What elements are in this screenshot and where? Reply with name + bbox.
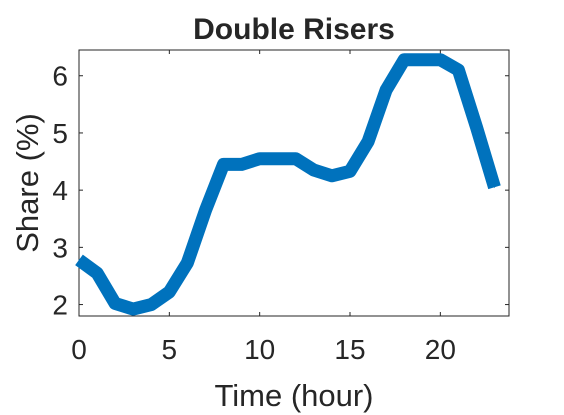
data-point bbox=[186, 262, 188, 264]
x-tick-label: 0 bbox=[71, 334, 87, 365]
data-point bbox=[132, 308, 134, 310]
data-point bbox=[150, 304, 152, 306]
x-axis-label: Time (hour) bbox=[214, 378, 373, 413]
y-tick-labels: 2 3 4 5 6 bbox=[52, 61, 68, 321]
data-point bbox=[277, 158, 279, 160]
data-point bbox=[168, 291, 170, 293]
data-point bbox=[223, 163, 225, 165]
y-axis-label: Share (%) bbox=[10, 113, 45, 253]
data-point bbox=[96, 272, 98, 274]
y-tick-label: 3 bbox=[52, 232, 68, 263]
data-point bbox=[403, 59, 405, 61]
x-tick-label: 10 bbox=[244, 334, 275, 365]
chart-title: Double Risers bbox=[193, 13, 395, 46]
y-tick-label: 4 bbox=[52, 175, 68, 206]
data-point bbox=[78, 259, 80, 261]
x-tick-label: 15 bbox=[334, 334, 365, 365]
data-point bbox=[385, 89, 387, 91]
data-point bbox=[114, 302, 116, 304]
data-point bbox=[313, 169, 315, 171]
x-tick-labels: 0 5 10 15 20 bbox=[71, 334, 456, 365]
data-point bbox=[457, 69, 459, 71]
y-tick-label: 6 bbox=[52, 61, 68, 92]
data-point bbox=[331, 175, 333, 177]
data-point bbox=[349, 170, 351, 172]
data-point bbox=[204, 209, 206, 211]
data-point bbox=[475, 126, 477, 128]
data-point bbox=[421, 59, 423, 61]
x-tick-label: 5 bbox=[162, 334, 178, 365]
y-tick-label: 5 bbox=[52, 118, 68, 149]
plot-area-frame bbox=[78, 49, 510, 317]
data-point bbox=[259, 158, 261, 160]
data-point bbox=[494, 186, 496, 188]
series-line bbox=[75, 53, 501, 316]
axis-ticks bbox=[78, 50, 509, 316]
data-point bbox=[439, 59, 441, 61]
data-point bbox=[241, 163, 243, 165]
series-layer bbox=[75, 53, 501, 316]
data-point bbox=[367, 141, 369, 143]
y-tick-label: 2 bbox=[52, 290, 68, 321]
x-tick-label: 20 bbox=[425, 334, 456, 365]
data-point bbox=[295, 158, 297, 160]
